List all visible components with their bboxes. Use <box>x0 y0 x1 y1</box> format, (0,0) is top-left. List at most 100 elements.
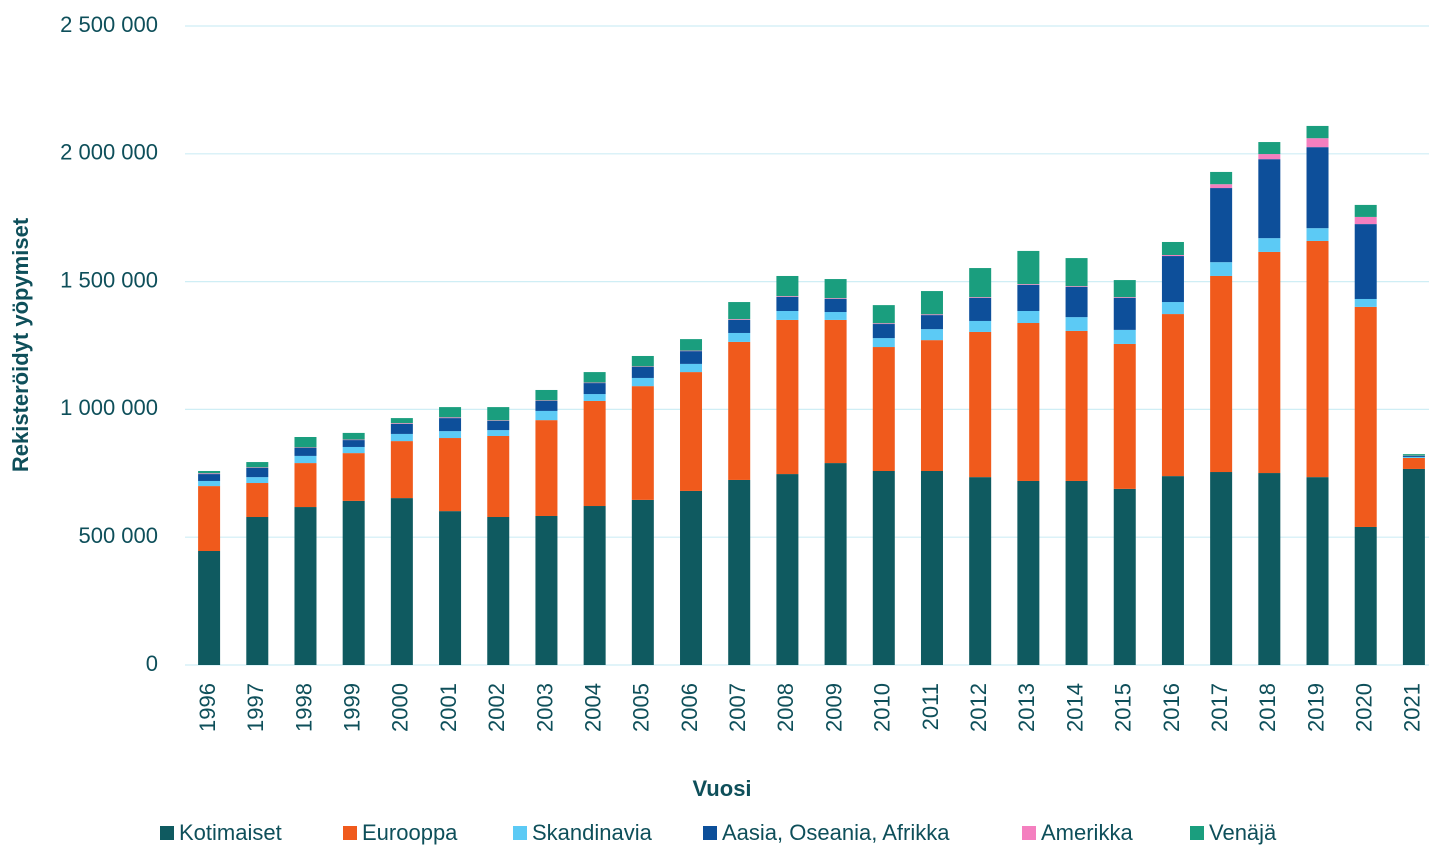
bar-segment <box>921 315 943 329</box>
bar-segment <box>198 486 220 551</box>
bar-segment <box>1162 302 1184 314</box>
bar-segment <box>873 323 895 324</box>
bar-segment <box>1114 298 1136 330</box>
x-tick-label: 2003 <box>532 683 557 732</box>
bar-segment <box>1258 142 1280 154</box>
bar-segment <box>825 312 847 320</box>
bar-segment <box>246 477 268 483</box>
bar-segment <box>1066 287 1088 317</box>
bar-segment <box>294 507 316 665</box>
bar-segment <box>1258 252 1280 473</box>
x-tick-label: 2013 <box>1014 683 1039 732</box>
bar-segment <box>584 394 606 401</box>
bar-segment <box>921 291 943 314</box>
y-tick-label: 1 000 000 <box>60 395 158 420</box>
x-tick-label: 2018 <box>1255 683 1280 732</box>
bar-segment <box>680 351 702 352</box>
bar-segment <box>1403 458 1425 469</box>
bar-segment <box>969 297 991 298</box>
bar-segment <box>1017 311 1039 323</box>
bar-segment <box>728 302 750 319</box>
bar-segment <box>294 456 316 463</box>
bar-segment <box>343 440 365 447</box>
x-tick-label: 2021 <box>1400 683 1425 732</box>
bar-segment <box>969 332 991 477</box>
bar-segment <box>487 517 509 665</box>
bar-segment <box>391 418 413 423</box>
bar-segment <box>1210 262 1232 276</box>
x-tick-label: 2002 <box>484 683 509 732</box>
bar-segment <box>1258 159 1280 238</box>
bar-segment <box>1403 456 1425 457</box>
bar-segment <box>1017 285 1039 311</box>
bar-segment <box>1210 184 1232 188</box>
bar-segment <box>921 340 943 471</box>
legend-label: Aasia, Oseania, Afrikka <box>722 820 950 845</box>
bar-segment <box>294 448 316 456</box>
bar-segment <box>969 477 991 665</box>
x-tick-label: 2005 <box>629 683 654 732</box>
bar-segment <box>487 430 509 436</box>
bar-segment <box>632 386 654 500</box>
bar-segment <box>1017 481 1039 665</box>
bar-segment <box>969 268 991 297</box>
y-tick-label: 0 <box>146 651 158 676</box>
bar-segment <box>294 447 316 448</box>
bar-segment <box>776 474 798 665</box>
bar-segment <box>632 500 654 665</box>
bar-segment <box>776 320 798 474</box>
bar-segment <box>1162 256 1184 302</box>
bar-segment <box>391 423 413 424</box>
bar-segment <box>1114 344 1136 489</box>
legend-label: Amerikka <box>1041 820 1133 845</box>
bar-segment <box>873 338 895 347</box>
bar-segment <box>294 437 316 447</box>
bar-segment <box>1258 154 1280 159</box>
bar-segment <box>1017 284 1039 285</box>
bar-segment <box>1307 126 1329 138</box>
bar-segment <box>1066 481 1088 665</box>
legend-swatch <box>703 826 717 840</box>
bar-segment <box>439 511 461 665</box>
x-tick-label: 2000 <box>388 683 413 732</box>
bar-segment <box>776 296 798 297</box>
bar-segment <box>1307 477 1329 665</box>
bar-segment <box>1355 217 1377 224</box>
x-tick-label: 2020 <box>1352 683 1377 732</box>
bar-segment <box>1355 307 1377 527</box>
bar-segment <box>825 279 847 298</box>
bar-segment <box>873 347 895 471</box>
bar-segment <box>1114 489 1136 665</box>
bar-segment <box>198 481 220 486</box>
bar-segment <box>391 434 413 441</box>
bar-segment <box>1017 323 1039 481</box>
bar-segment <box>439 431 461 438</box>
x-tick-label: 2015 <box>1111 683 1136 732</box>
bar-segment <box>343 453 365 501</box>
bar-segment <box>584 383 606 384</box>
bar-segment <box>728 480 750 665</box>
bar-segment <box>873 324 895 338</box>
bar-segment <box>921 471 943 665</box>
bar-segment <box>728 333 750 342</box>
bar-segment <box>1162 314 1184 476</box>
bar-segment <box>198 551 220 665</box>
x-tick-label: 2016 <box>1159 683 1184 732</box>
legend-label: Eurooppa <box>362 820 458 845</box>
bar-segment <box>1355 224 1377 299</box>
x-tick-label: 1998 <box>291 683 316 732</box>
legend-swatch <box>343 826 357 840</box>
bar-segment <box>1307 241 1329 477</box>
legend-swatch <box>513 826 527 840</box>
bar-segment <box>680 339 702 351</box>
bar-segment <box>439 438 461 511</box>
bar-segment <box>1210 472 1232 665</box>
bar-segment <box>632 356 654 366</box>
bar-segment <box>198 474 220 481</box>
x-tick-label: 2010 <box>870 683 895 732</box>
bar-segment <box>584 372 606 382</box>
bar-segment <box>391 441 413 498</box>
x-tick-label: 2011 <box>918 683 943 730</box>
bar-segment <box>535 420 557 516</box>
x-tick-label: 2012 <box>966 683 991 732</box>
